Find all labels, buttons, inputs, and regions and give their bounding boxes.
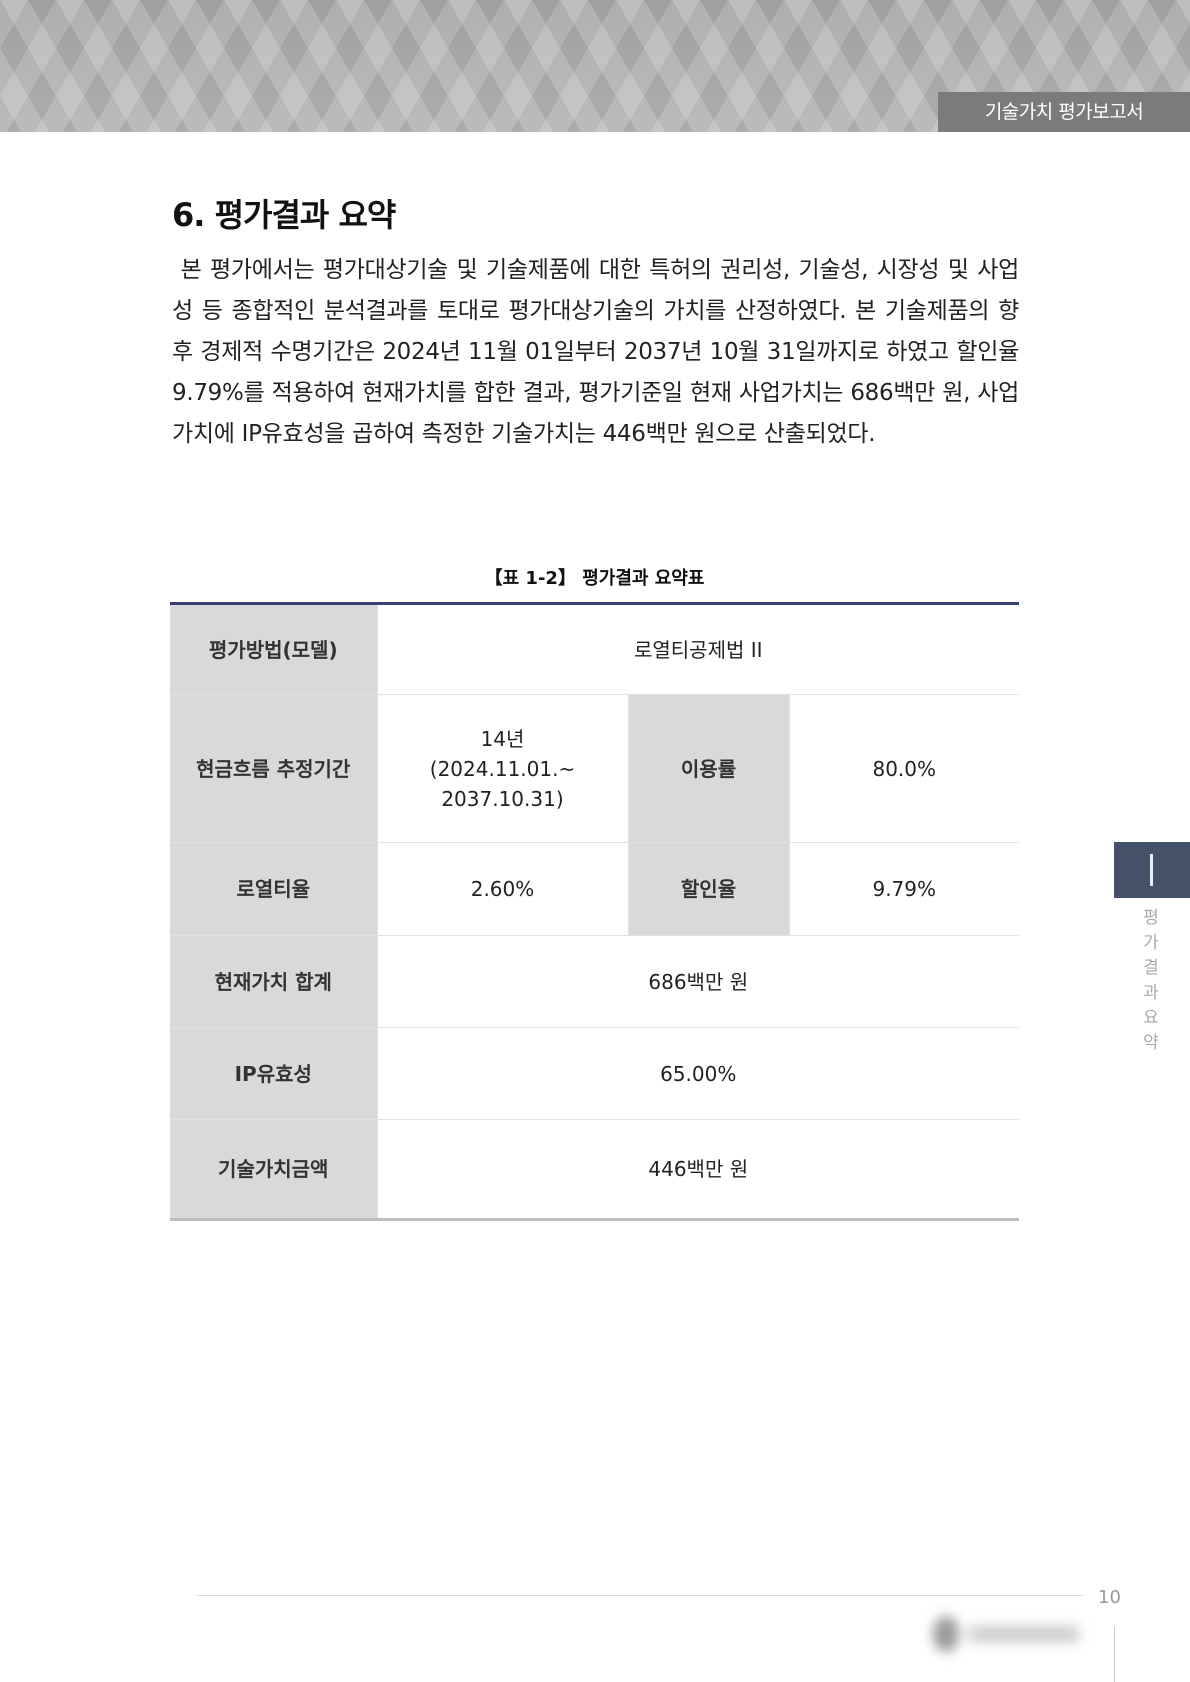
footer-divider <box>196 1595 1084 1596</box>
summary-paragraph: 본 평가에서는 평가대상기술 및 기술제품에 대한 특허의 권리성, 기술성, … <box>172 257 1019 447</box>
summary-table: 평가방법(모델) 로열티공제법 II 현금흐름 추정기간 14년 (2024.1… <box>170 602 1019 1221</box>
period-range-end: 2037.10.31) <box>441 786 564 811</box>
discount-label: 할인율 <box>628 842 790 936</box>
method-value: 로열티공제법 II <box>377 603 1019 695</box>
table-row: 현금흐름 추정기간 14년 (2024.11.01.~ 2037.10.31) … <box>170 694 1019 843</box>
chapter-numeral <box>1150 854 1153 886</box>
discount-value: 9.79% <box>789 842 1019 936</box>
pv-value: 686백만 원 <box>377 935 1019 1028</box>
footer-vertical-line <box>1114 1626 1115 1682</box>
table-caption: 【표 1-2】 평가결과 요약표 <box>484 568 705 589</box>
table-row: IP유효성 65.00% <box>170 1027 1019 1120</box>
method-label: 평가방법(모델) <box>170 603 378 695</box>
header-banner: 기술가치 평가보고서 <box>0 0 1190 132</box>
pv-label: 현재가치 합계 <box>170 935 378 1028</box>
table-row: 기술가치금액 446백만 원 <box>170 1119 1019 1220</box>
table-row: 평가방법(모델) 로열티공제법 II <box>170 603 1019 695</box>
blurred-logo <box>925 1612 1085 1656</box>
tech-value-label: 기술가치금액 <box>170 1119 378 1220</box>
ip-label: IP유효성 <box>170 1027 378 1120</box>
period-years: 14년 <box>480 726 525 751</box>
period-label: 현금흐름 추정기간 <box>170 694 378 843</box>
royalty-value: 2.60% <box>377 842 629 936</box>
table-row: 현재가치 합계 686백만 원 <box>170 935 1019 1028</box>
report-title-label: 기술가치 평가보고서 <box>938 92 1190 132</box>
usage-label: 이용률 <box>628 694 790 843</box>
table-row: 로열티율 2.60% 할인율 9.79% <box>170 842 1019 936</box>
chapter-tab <box>1114 842 1190 898</box>
tech-value-amount: 446백만 원 <box>377 1119 1019 1220</box>
period-value: 14년 (2024.11.01.~ 2037.10.31) <box>377 694 629 843</box>
royalty-label: 로열티율 <box>170 842 378 936</box>
period-range-start: (2024.11.01.~ <box>429 756 576 781</box>
section-title: 6. 평가결과 요약 <box>172 196 396 234</box>
usage-value: 80.0% <box>789 694 1019 843</box>
chapter-title-vertical: 평가결과요약 <box>1143 908 1159 1053</box>
ip-value: 65.00% <box>377 1027 1019 1120</box>
page-number: 10 <box>1098 1587 1121 1608</box>
